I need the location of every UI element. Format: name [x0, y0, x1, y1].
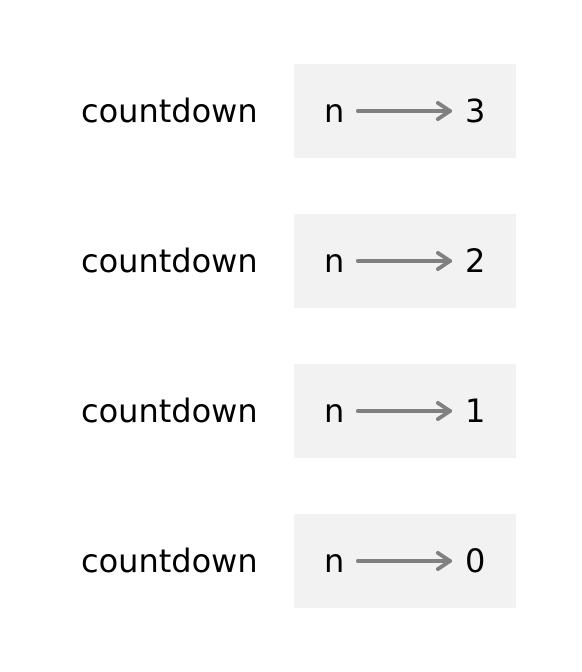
frame-box: n 3: [294, 64, 516, 158]
stack-frame: countdown n 0: [0, 514, 582, 608]
frame-box: n 2: [294, 214, 516, 308]
frame-function-label: countdown: [81, 392, 258, 430]
frame-function-label: countdown: [81, 242, 258, 280]
variable-name: n: [324, 392, 345, 430]
arrow-icon: [356, 101, 452, 121]
variable-name: n: [324, 542, 345, 580]
arrow-icon: [356, 251, 452, 271]
variable-value: 1: [465, 392, 486, 430]
arrow-icon: [356, 551, 452, 571]
variable-value: 3: [465, 92, 486, 130]
frame-box: n 1: [294, 364, 516, 458]
variable-name: n: [324, 242, 345, 280]
variable-value: 0: [465, 542, 486, 580]
variable-name: n: [324, 92, 345, 130]
stack-frame: countdown n 3: [0, 64, 582, 158]
frame-box: n 0: [294, 514, 516, 608]
variable-value: 2: [465, 242, 486, 280]
frame-function-label: countdown: [81, 92, 258, 130]
arrow-icon: [356, 401, 452, 421]
frame-function-label: countdown: [81, 542, 258, 580]
stack-frame: countdown n 2: [0, 214, 582, 308]
stack-frame: countdown n 1: [0, 364, 582, 458]
